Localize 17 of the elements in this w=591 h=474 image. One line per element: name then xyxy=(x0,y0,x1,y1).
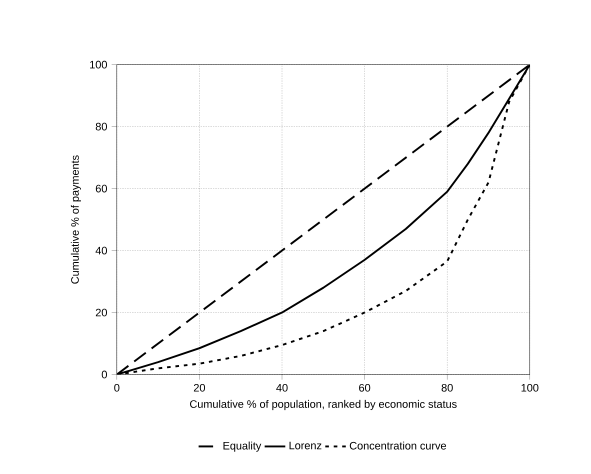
legend-label: Concentration curve xyxy=(350,441,446,450)
x-tick-label: 60 xyxy=(359,384,370,392)
x-tick-label: 100 xyxy=(522,384,538,392)
y-tick-label: 40 xyxy=(96,246,107,254)
legend-label: Lorenz xyxy=(290,442,322,450)
x-axis-title: Cumulative % of population, ranked by economic status xyxy=(190,400,457,410)
y-tick-label: 0 xyxy=(102,370,107,378)
x-tick-label: 80 xyxy=(442,384,453,392)
x-tick-label: 20 xyxy=(194,384,206,392)
y-tick-label: 80 xyxy=(96,122,107,130)
y-tick-label: 60 xyxy=(96,184,107,192)
legend-label: Equality xyxy=(224,441,262,452)
y-axis-title: Cumulative % of payments xyxy=(70,155,81,284)
y-tick-label: 20 xyxy=(96,308,107,316)
x-tick-label: 0 xyxy=(114,384,120,392)
x-tick-label: 40 xyxy=(276,384,288,392)
y-tick-label: 100 xyxy=(90,60,107,68)
